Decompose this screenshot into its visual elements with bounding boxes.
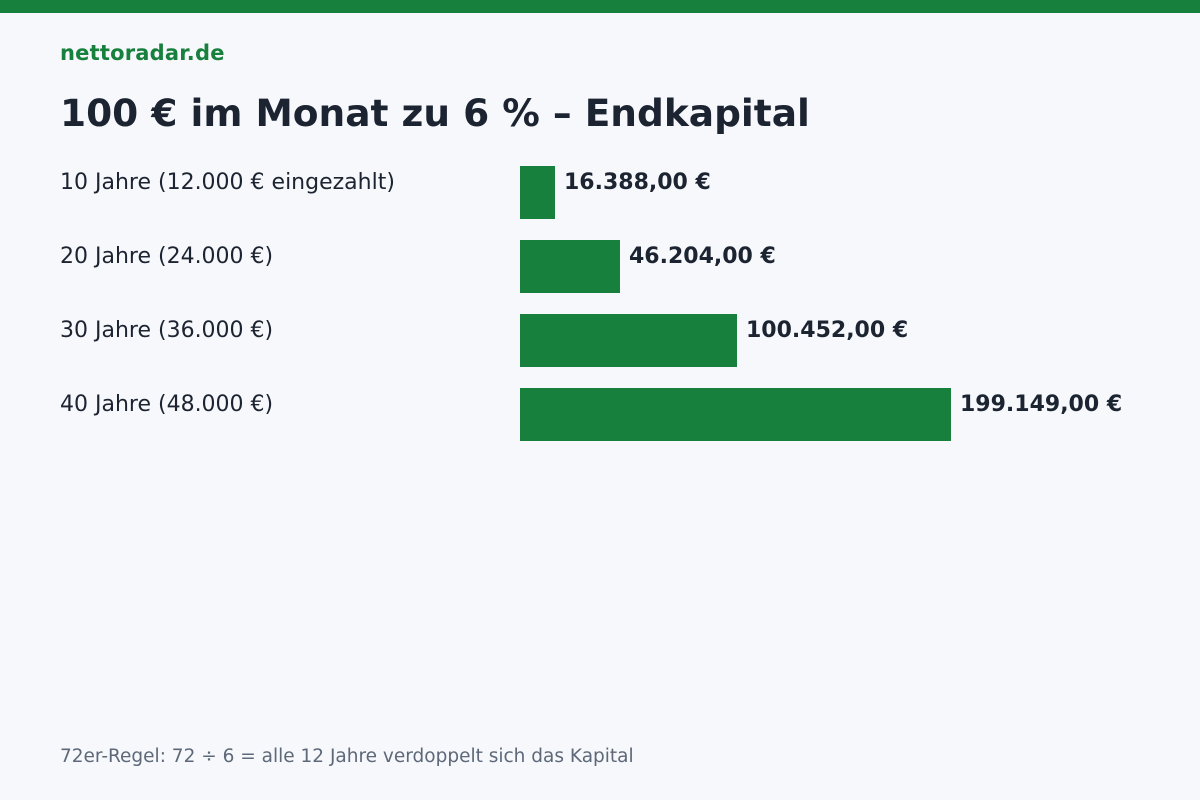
bar bbox=[520, 388, 951, 441]
chart-row: 10 Jahre (12.000 € eingezahlt) 16.388,00 … bbox=[0, 166, 1200, 220]
bar bbox=[520, 166, 555, 219]
bar bbox=[520, 314, 737, 367]
category-label: 40 Jahre (48.000 €) bbox=[60, 392, 274, 417]
chart-title: 100 € im Monat zu 6 % – Endkapital bbox=[60, 91, 810, 135]
value-label: 46.204,00 € bbox=[629, 244, 776, 269]
value-label: 16.388,00 € bbox=[564, 170, 711, 195]
category-label: 30 Jahre (36.000 €) bbox=[60, 318, 274, 343]
chart-row: 40 Jahre (48.000 €) 199.149,00 € bbox=[0, 388, 1200, 442]
brand-logo-text[interactable]: nettoradar.de bbox=[60, 41, 225, 65]
chart-row: 20 Jahre (24.000 €) 46.204,00 € bbox=[0, 240, 1200, 294]
value-label: 199.149,00 € bbox=[960, 392, 1123, 417]
top-accent-bar bbox=[0, 0, 1200, 13]
category-label: 20 Jahre (24.000 €) bbox=[60, 244, 274, 269]
footnote: 72er-Regel: 72 ÷ 6 = alle 12 Jahre verdo… bbox=[60, 746, 634, 767]
chart-row: 30 Jahre (36.000 €) 100.452,00 € bbox=[0, 314, 1200, 368]
bar bbox=[520, 240, 620, 293]
value-label: 100.452,00 € bbox=[746, 318, 909, 343]
category-label: 10 Jahre (12.000 € eingezahlt) bbox=[60, 170, 395, 195]
